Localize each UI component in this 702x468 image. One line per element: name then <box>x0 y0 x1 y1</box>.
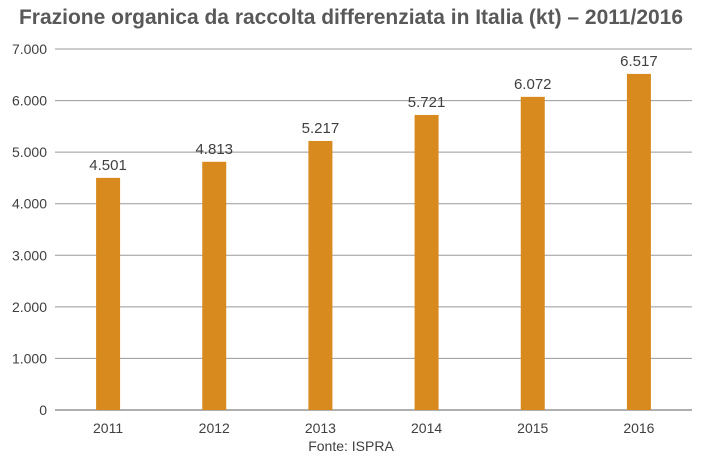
y-tick-label: 0 <box>39 402 47 418</box>
value-label: 4.813 <box>195 141 233 158</box>
bar <box>308 140 333 411</box>
x-axis-ticks: 2011 2012 2013 2014 2015 2016 <box>93 420 655 436</box>
y-tick-label: 4.000 <box>12 196 47 212</box>
y-tick-label: 6.000 <box>12 93 47 109</box>
source-note: Fonte: ISPRA <box>308 438 394 454</box>
x-tick-label: 2016 <box>623 420 654 436</box>
value-label: 5.217 <box>302 120 340 137</box>
bar <box>202 161 227 410</box>
y-tick-label: 2.000 <box>12 299 47 315</box>
y-tick-label: 1.000 <box>12 350 47 366</box>
bar <box>414 114 439 411</box>
x-tick-label: 2012 <box>199 420 230 436</box>
value-label: 6.072 <box>514 76 552 93</box>
chart-title: Frazione organica da raccolta differenzi… <box>18 6 684 29</box>
y-tick-label: 5.000 <box>12 144 47 160</box>
value-label: 4.501 <box>89 157 127 174</box>
value-labels: 4.501 4.813 5.217 5.721 6.072 6.517 <box>89 53 657 174</box>
value-label: 5.721 <box>408 94 446 111</box>
y-axis-ticks: 0 1.000 2.000 3.000 4.000 5.000 6.000 7.000 <box>12 41 47 418</box>
x-tick-label: 2014 <box>411 420 442 436</box>
x-tick-label: 2013 <box>305 420 336 436</box>
x-tick-label: 2015 <box>517 420 548 436</box>
bar <box>96 177 121 410</box>
y-tick-label: 3.000 <box>12 247 47 263</box>
bar <box>520 96 545 411</box>
bars <box>96 73 651 411</box>
y-tick-label: 7.000 <box>12 41 47 57</box>
bar <box>626 73 651 410</box>
value-label: 6.517 <box>620 53 658 70</box>
x-tick-label: 2011 <box>93 420 123 436</box>
gridlines <box>55 48 692 411</box>
